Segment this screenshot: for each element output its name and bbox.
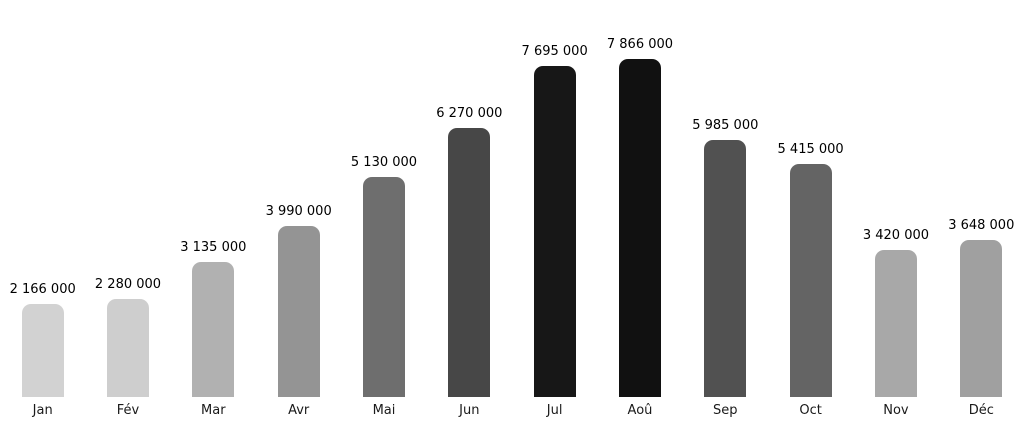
bar-column: 2 280 000 Fév	[85, 0, 170, 423]
bar-value-label: 3 420 000	[862, 228, 930, 243]
x-tick-label: Déc	[968, 403, 994, 418]
bar-value-label: 2 280 000	[94, 277, 162, 292]
bar-column: 3 420 000 Nov	[853, 0, 938, 423]
bar	[960, 240, 1003, 397]
x-tick-label: Mai	[372, 403, 396, 418]
bar-column: 7 695 000 Jul	[512, 0, 597, 423]
bar-value-label: 2 166 000	[9, 282, 76, 297]
x-tick-label: Fév	[116, 403, 140, 418]
bar-column: 2 166 000 Jan	[0, 0, 85, 423]
bar	[874, 250, 917, 397]
bar-value-label: 7 695 000	[521, 44, 588, 59]
bar-value-label: 7 866 000	[606, 37, 674, 52]
x-tick-label: Nov	[883, 403, 909, 418]
bar	[21, 304, 64, 397]
bar	[533, 66, 576, 397]
bar	[448, 128, 491, 397]
bar	[789, 164, 832, 397]
bar-column: 5 130 000 Mai	[341, 0, 426, 423]
x-tick-label: Oct	[799, 403, 822, 418]
bar-value-label: 5 415 000	[777, 142, 844, 157]
bar-column: 3 135 000 Mar	[171, 0, 256, 423]
bar-column: 6 270 000 Jun	[427, 0, 512, 423]
bar	[618, 59, 661, 397]
bar	[106, 299, 149, 397]
bar	[362, 177, 405, 397]
bar-column: 5 985 000 Sep	[683, 0, 768, 423]
bar-column: 5 415 000 Oct	[768, 0, 853, 423]
x-tick-label: Jan	[32, 403, 53, 418]
x-tick-label: Avr	[288, 403, 310, 418]
bar-column: 7 866 000 Aoû	[597, 0, 682, 423]
x-tick-label: Aoû	[627, 403, 653, 418]
bar	[704, 140, 747, 397]
bar-value-label: 3 648 000	[948, 218, 1015, 233]
x-tick-label: Sep	[713, 403, 738, 418]
x-tick-label: Jul	[546, 403, 563, 418]
bar-column: 3 648 000 Déc	[939, 0, 1024, 423]
x-tick-label: Mar	[201, 403, 226, 418]
bar-value-label: 3 135 000	[180, 240, 247, 255]
bar-value-label: 5 985 000	[692, 118, 759, 133]
bar	[277, 226, 320, 397]
bar-value-label: 3 990 000	[265, 204, 332, 219]
bar-value-label: 6 270 000	[436, 106, 503, 121]
bar-column: 3 990 000 Avr	[256, 0, 341, 423]
x-tick-label: Jun	[459, 403, 480, 418]
bar	[192, 262, 235, 397]
bar-value-label: 5 130 000	[350, 155, 418, 170]
